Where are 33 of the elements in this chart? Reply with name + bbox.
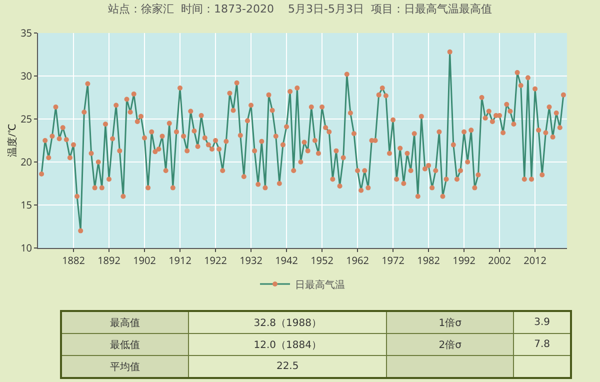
x-tick-label: 1982 [417, 253, 440, 267]
chart-title: 站点：徐家汇 时间：1873-2020 5月3日-5月3日 项目：日最高气温最高值 [108, 2, 492, 16]
x-tick-label: 1972 [382, 253, 405, 267]
y-tick-label: 35 [20, 26, 32, 40]
x-tick-label: 1942 [275, 253, 298, 267]
legend-label: 日最高气温 [295, 276, 345, 291]
y-tick-label: 30 [20, 68, 32, 82]
text: 3.9 [514, 311, 571, 334]
x-tick-label: 1892 [98, 253, 121, 267]
x-tick-label: 1922 [204, 253, 228, 267]
y-tick-label: 20 [20, 154, 32, 168]
y-axis-title: 温度/℃ [4, 124, 19, 157]
text: 22.5 [188, 356, 387, 378]
text: 平均值 [61, 356, 189, 378]
x-tick-label: 2012 [524, 253, 547, 267]
x-tick-label: 1932 [240, 253, 263, 267]
text: 2倍σ [386, 334, 514, 356]
text: 12.0（1884） [188, 334, 387, 356]
x-tick-label: 1992 [452, 253, 476, 267]
y-tick-label: 15 [20, 198, 32, 212]
x-tick-label: 1912 [168, 253, 192, 267]
text: 7.8 [514, 334, 571, 356]
x-tick-label: 1902 [133, 253, 156, 267]
text: 最高值 [61, 311, 189, 334]
text: 最低值 [61, 334, 189, 356]
text: 32.8（1988） [188, 311, 387, 334]
x-tick-label: 2002 [488, 253, 512, 267]
y-tick-label: 25 [20, 112, 32, 126]
x-tick-label: 1882 [62, 253, 86, 267]
text: 1倍σ [386, 311, 514, 334]
y-tick-label: 10 [20, 240, 32, 254]
x-tick-label: 1952 [310, 253, 334, 267]
x-tick-label: 1962 [346, 253, 370, 267]
